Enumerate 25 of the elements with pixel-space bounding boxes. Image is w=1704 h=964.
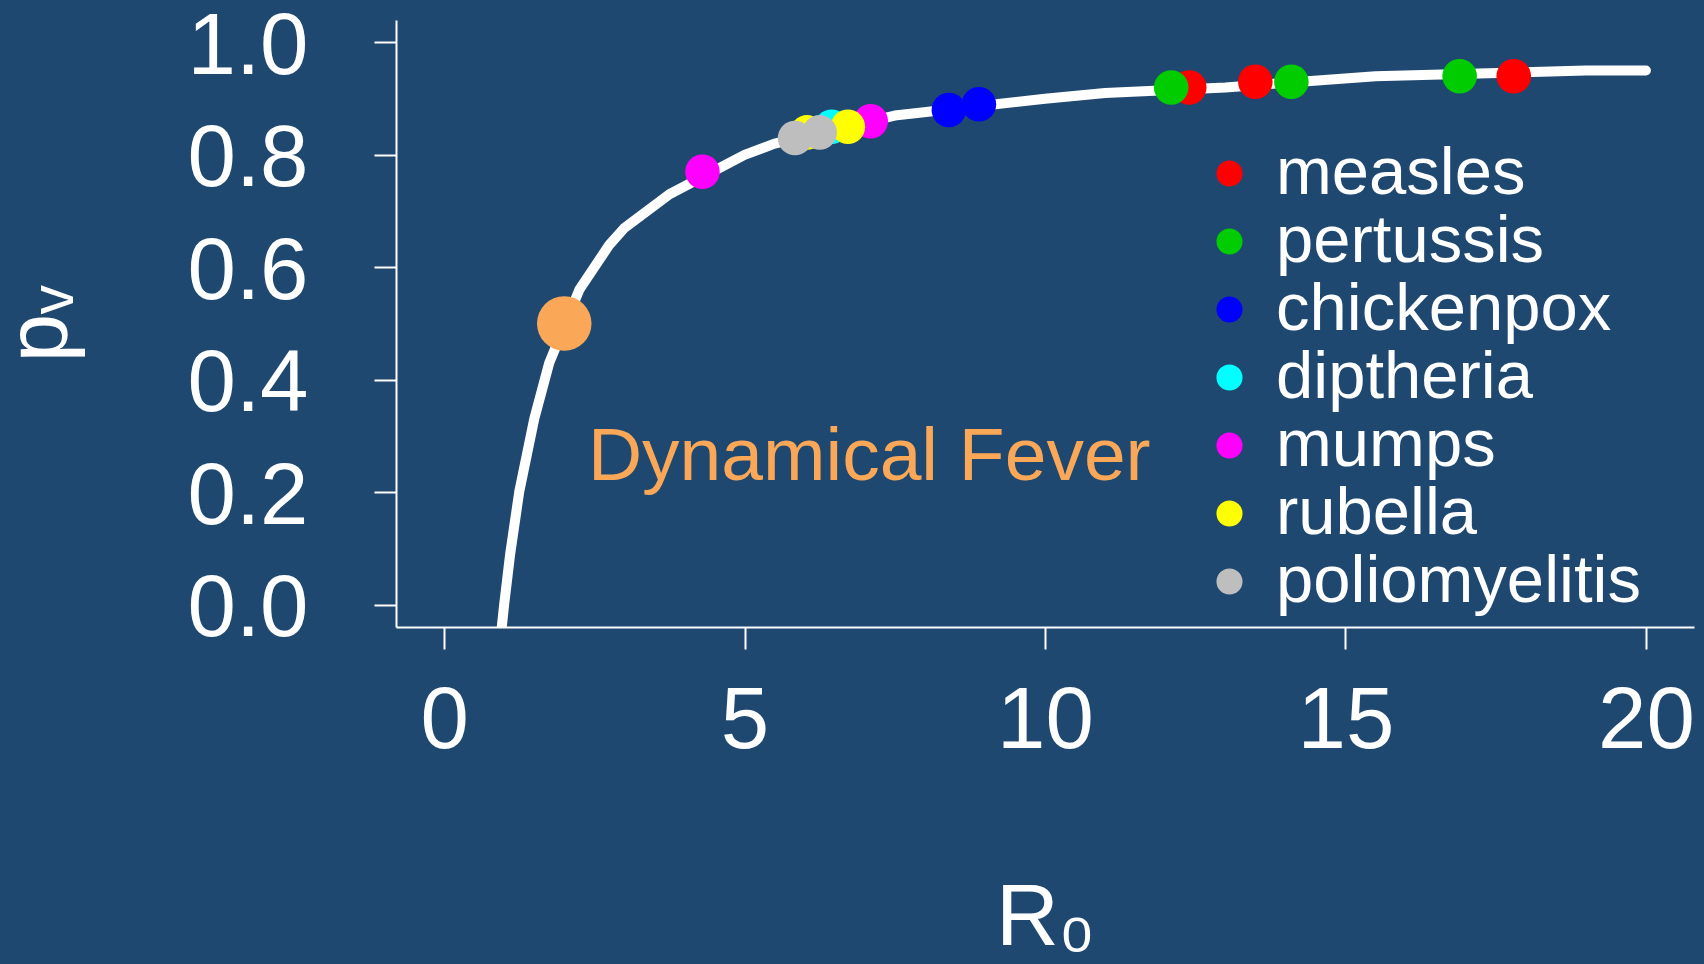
y-axis-title: pᵥ: [0, 284, 85, 363]
point: [1153, 70, 1189, 105]
legend-label: measles: [1276, 132, 1526, 208]
point: [1274, 64, 1309, 100]
point: [1238, 64, 1273, 100]
x-tick-label: 5: [720, 668, 770, 766]
y-tick-label: 0.0: [187, 557, 309, 655]
y-tick-label: 0.8: [187, 107, 309, 205]
x-axis-title: R₀: [996, 865, 1095, 963]
point: [961, 87, 997, 122]
point: [1496, 58, 1532, 94]
x-tick-label: 10: [997, 668, 1094, 766]
x-tick-label: 0: [420, 668, 469, 766]
point: [830, 109, 866, 145]
y-tick-label: 0.6: [187, 219, 309, 317]
x-tick-label: 15: [1297, 668, 1395, 766]
series-label: Dynamical Fever: [587, 411, 1151, 496]
x-tick-label: 20: [1598, 668, 1695, 766]
y-tick-label: 0.4: [187, 332, 309, 430]
point: [685, 154, 720, 189]
point: [931, 92, 967, 128]
point: [1442, 58, 1477, 94]
legend-label: poliomyelitis: [1276, 540, 1641, 616]
y-tick-label: 1.0: [187, 0, 309, 92]
y-tick-label: 0.2: [187, 444, 309, 542]
